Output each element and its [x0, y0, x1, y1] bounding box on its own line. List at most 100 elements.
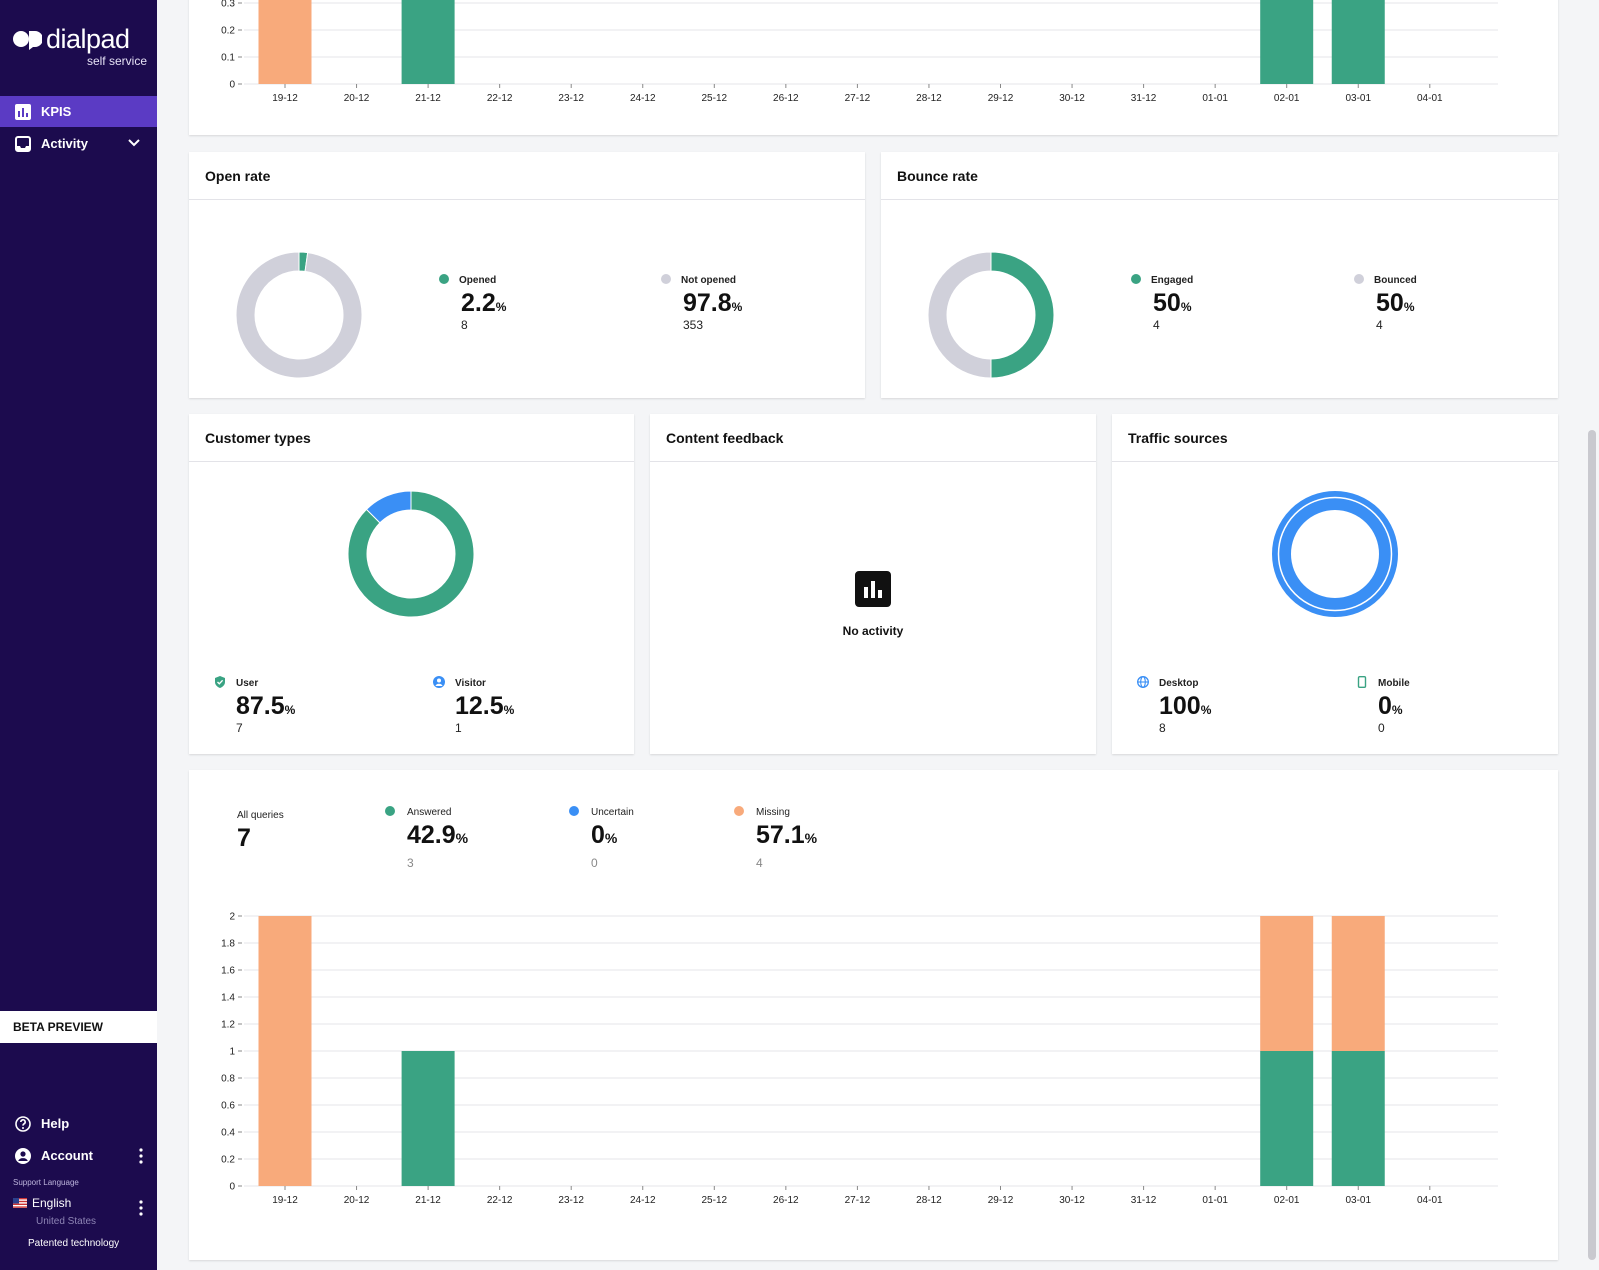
- bounced-dot: [1354, 274, 1364, 284]
- traffic-sources-card: Traffic sources Desktop 100% 8 Mobile 0%…: [1112, 414, 1558, 754]
- x-tick-label: 27-12: [845, 93, 871, 104]
- x-tick-label: 24-12: [630, 93, 656, 104]
- legend-label: User: [236, 678, 259, 689]
- legend-unit: %: [284, 703, 296, 717]
- customer-types-card: Customer types User 87.5% 7 Visitor 12.5…: [189, 414, 634, 754]
- bounce-rate-donut: [927, 251, 1055, 379]
- language-region: United States: [36, 1216, 97, 1227]
- legend-unit: %: [503, 703, 515, 717]
- stat-label: Missing: [756, 807, 790, 818]
- legend-visitor: Visitor 12.5% 1: [433, 673, 514, 735]
- legend-value: 97.8: [683, 289, 732, 317]
- stat-count: 0: [591, 856, 598, 870]
- legend-count: 8: [1159, 721, 1166, 735]
- card-title: Open rate: [189, 152, 865, 200]
- x-tick-label: 26-12: [773, 1195, 799, 1206]
- legend-value: 100: [1159, 692, 1201, 720]
- legend-count: 353: [683, 318, 704, 332]
- bar-03-01: [1331, 1051, 1385, 1186]
- x-tick-label: 27-12: [845, 1195, 871, 1206]
- y-tick-label: 0.6: [221, 1101, 235, 1112]
- x-tick-label: 28-12: [916, 1195, 942, 1206]
- account-link[interactable]: Account: [0, 1140, 157, 1171]
- x-tick-label: 25-12: [702, 93, 728, 104]
- x-tick-label: 26-12: [773, 93, 799, 104]
- legend-label: Not opened: [681, 275, 736, 286]
- legend-unit: %: [1180, 300, 1192, 314]
- legend-value: 12.5: [455, 692, 504, 720]
- donut-slice-engaged: [990, 251, 1055, 379]
- card-title: Content feedback: [650, 414, 1096, 462]
- stat-value: 0: [591, 821, 605, 849]
- x-tick-label: 23-12: [558, 1195, 584, 1206]
- y-tick-label: 1: [229, 1047, 235, 1058]
- language-label: English: [32, 1196, 72, 1210]
- y-tick-label: 1.2: [221, 1020, 235, 1031]
- account-menu-icon[interactable]: [139, 1148, 143, 1164]
- y-tick-label: 0.2: [221, 26, 235, 37]
- globe-icon: [1137, 676, 1149, 688]
- legend-mobile: Mobile 0% 0: [1356, 673, 1410, 735]
- dialpad-logo-icon: [13, 31, 42, 50]
- x-tick-label: 30-12: [1059, 93, 1085, 104]
- legend-count: 4: [1376, 318, 1383, 332]
- legend-value: 50: [1153, 289, 1181, 317]
- missing-dot: [734, 806, 744, 816]
- open-rate-donut: [235, 251, 363, 379]
- bar-21-12: [401, 0, 455, 84]
- dialpad-logo[interactable]: dialpad self service: [12, 22, 147, 72]
- stat-count: 3: [407, 856, 414, 870]
- y-tick-label: 0: [229, 1182, 235, 1193]
- account-label: Account: [41, 1148, 93, 1163]
- top-chart-card: 0 0.1 0.2 0.3 19-12 20-12 21-12 22-12 23-12 24-12…: [189, 0, 1558, 135]
- mobile-phone-icon: [1357, 676, 1367, 688]
- nav-item-activity[interactable]: Activity: [0, 128, 157, 159]
- legend-count: 0: [1378, 721, 1385, 735]
- patent-note: Patented technology: [28, 1238, 120, 1249]
- language-selector[interactable]: English: [13, 1196, 71, 1210]
- help-link[interactable]: Help: [0, 1108, 157, 1139]
- stat-unit: %: [604, 830, 618, 846]
- x-tick-label: 29-12: [988, 1195, 1014, 1206]
- y-tick-label: 0.4: [221, 1128, 235, 1139]
- x-tick-label: 21-12: [415, 93, 441, 104]
- stat-all-queries: All queries 7: [237, 810, 284, 853]
- stat-uncertain: Uncertain 0% 0: [569, 806, 634, 870]
- x-tick-label: 02-01: [1274, 1195, 1300, 1206]
- nav-item-kpis[interactable]: KPIS: [0, 96, 157, 127]
- x-tick-label: 31-12: [1131, 1195, 1157, 1206]
- legend-count: 1: [455, 721, 462, 735]
- legend-label: Bounced: [1374, 275, 1417, 286]
- legend-value: 0: [1378, 692, 1392, 720]
- bar-19-12: [258, 0, 312, 84]
- traffic-sources-donut: [1272, 491, 1398, 617]
- legend-label: Desktop: [1159, 678, 1199, 689]
- legend-value: 87.5: [236, 692, 285, 720]
- x-tick-label: 22-12: [487, 93, 513, 104]
- stat-value: 7: [237, 824, 251, 852]
- chevron-down-icon[interactable]: [127, 136, 141, 150]
- legend-label: Opened: [459, 275, 497, 286]
- x-tick-label: 19-12: [272, 93, 298, 104]
- y-tick-label: 0.2: [221, 1155, 235, 1166]
- bar-02-01: [1260, 1051, 1314, 1186]
- x-tick-label: 29-12: [988, 93, 1014, 104]
- bar-02-01: [1260, 916, 1314, 1051]
- stat-label: Uncertain: [591, 807, 634, 818]
- legend-user: User 87.5% 7: [214, 673, 295, 735]
- x-tick-label: 04-01: [1417, 1195, 1443, 1206]
- stat-answered: Answered 42.9% 3: [385, 806, 468, 870]
- brand-subtitle: self service: [86, 54, 147, 68]
- language-menu-icon[interactable]: [139, 1200, 143, 1216]
- legend-value: 2.2: [461, 289, 496, 317]
- shield-check-icon: [215, 676, 225, 688]
- bar-chart-icon: [855, 571, 891, 607]
- x-tick-label: 03-01: [1345, 93, 1371, 104]
- y-tick-label: 0: [229, 80, 235, 91]
- inbox-icon: [15, 135, 31, 152]
- bar-03-01: [1331, 0, 1385, 84]
- y-tick-label: 0.3: [221, 0, 235, 10]
- page-scrollbar[interactable]: [1585, 0, 1599, 1270]
- legend-count: 7: [236, 721, 243, 735]
- scrollbar-thumb[interactable]: [1588, 430, 1596, 1260]
